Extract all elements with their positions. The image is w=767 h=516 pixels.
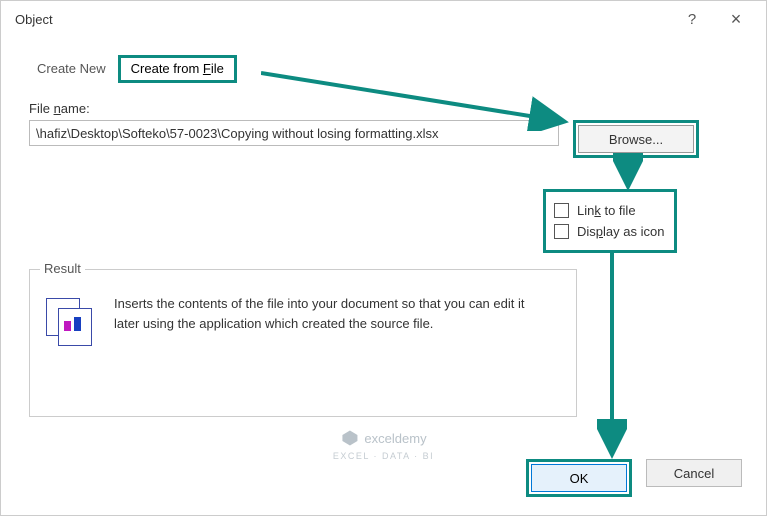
result-icon xyxy=(46,298,96,348)
link-to-file-checkbox[interactable] xyxy=(554,203,569,218)
display-as-icon-row[interactable]: Display as icon xyxy=(554,221,664,242)
arrow-browse-to-options xyxy=(613,153,643,193)
display-as-icon-checkbox[interactable] xyxy=(554,224,569,239)
watermark-sub: EXCEL · DATA · BI xyxy=(333,451,434,461)
result-group: Result Inserts the contents of the file … xyxy=(29,269,577,417)
ok-button[interactable]: OK xyxy=(531,464,627,492)
tab-bar: Create New Create from File xyxy=(25,55,766,83)
tab-cff-pre: Create from xyxy=(131,61,203,76)
tab-create-new-label: Create New xyxy=(37,61,106,76)
content-area: File name: Browse... xyxy=(1,83,766,158)
watermark-text: exceldemy xyxy=(364,431,426,446)
close-button[interactable]: × xyxy=(714,4,758,34)
arrow-options-to-ok xyxy=(597,253,627,463)
ok-highlight: OK xyxy=(526,459,632,497)
object-dialog: Object ? × Create New Create from File F… xyxy=(0,0,767,516)
titlebar: Object ? × xyxy=(1,1,766,37)
browse-button[interactable]: Browse... xyxy=(578,125,694,153)
result-legend: Result xyxy=(40,261,85,276)
watermark: exceldemy xyxy=(340,429,426,447)
display-as-icon-label: Display as icon xyxy=(577,224,664,239)
file-name-label: File name: xyxy=(29,101,738,116)
link-to-file-label: Link to file xyxy=(577,203,636,218)
file-name-input[interactable] xyxy=(29,120,559,146)
watermark-icon xyxy=(340,429,358,447)
browse-highlight: Browse... xyxy=(573,120,699,158)
tab-create-from-file[interactable]: Create from File xyxy=(118,55,237,83)
button-row: OK Cancel xyxy=(526,459,742,497)
file-row: Browse... xyxy=(29,120,738,158)
dialog-title: Object xyxy=(15,12,670,27)
tab-cff-post: ile xyxy=(211,61,224,76)
link-to-file-row[interactable]: Link to file xyxy=(554,200,664,221)
result-text: Inserts the contents of the file into yo… xyxy=(114,294,552,348)
cancel-button[interactable]: Cancel xyxy=(646,459,742,487)
help-button[interactable]: ? xyxy=(670,4,714,34)
tab-create-new[interactable]: Create New xyxy=(25,57,118,83)
result-inner: Inserts the contents of the file into yo… xyxy=(30,270,576,362)
options-group: Link to file Display as icon xyxy=(543,189,677,253)
tab-cff-u: F xyxy=(203,61,211,76)
